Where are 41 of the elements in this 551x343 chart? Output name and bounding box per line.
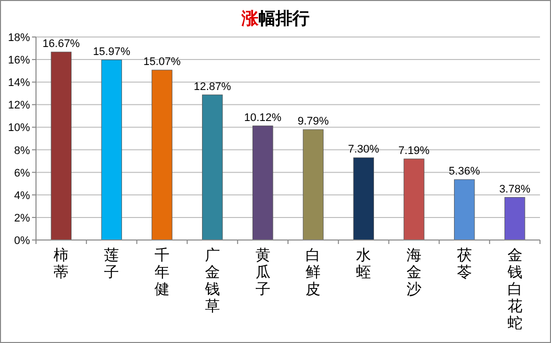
y-tick-label: 0% <box>14 235 30 247</box>
y-tick-label: 14% <box>8 77 30 90</box>
x-tick-label: 柿蒂 <box>54 247 69 281</box>
data-label: 5.36% <box>448 166 480 178</box>
x-tick-label: 广金钱草 <box>204 247 220 315</box>
x-tick-label: 千年健 <box>154 247 170 298</box>
y-tick-label: 18% <box>8 32 30 44</box>
x-tick-label: 莲子 <box>104 247 120 281</box>
bar <box>152 70 172 240</box>
data-label: 15.97% <box>92 46 130 58</box>
data-label: 3.78% <box>499 183 531 196</box>
x-tick-label: 白鲜皮 <box>306 247 321 298</box>
data-label: 7.19% <box>398 144 430 157</box>
y-tick-label: 12% <box>8 100 30 112</box>
y-tick-label: 4% <box>14 190 30 202</box>
bar <box>101 60 122 240</box>
y-tick-label: 16% <box>8 54 30 67</box>
x-tick-label: 海金沙 <box>406 247 422 298</box>
x-tick-label: 水蛭 <box>356 247 372 281</box>
data-label: 7.30% <box>348 144 380 156</box>
x-tick-label: 黄瓜子 <box>255 247 270 298</box>
x-tick-label: 茯苓 <box>456 247 472 281</box>
bar <box>302 129 324 240</box>
bar <box>50 52 72 240</box>
bar <box>404 158 424 240</box>
chart-title: 涨幅排行 <box>240 9 310 28</box>
y-tick-label: 10% <box>8 122 30 134</box>
y-tick-label: 2% <box>14 212 30 224</box>
y-tick-label: 6% <box>14 167 30 180</box>
data-label: 10.12% <box>244 112 282 124</box>
data-label: 16.67% <box>42 38 80 50</box>
bar <box>504 197 526 240</box>
bar <box>252 126 274 240</box>
x-tick-label: 金钱白花蛇 <box>506 247 522 332</box>
bar <box>353 157 374 240</box>
y-tick-label: 8% <box>14 144 30 157</box>
bar <box>202 94 223 240</box>
data-label: 12.87% <box>194 80 232 93</box>
bar <box>454 179 475 240</box>
data-label: 15.07% <box>143 56 181 68</box>
data-label: 9.79% <box>298 116 330 128</box>
